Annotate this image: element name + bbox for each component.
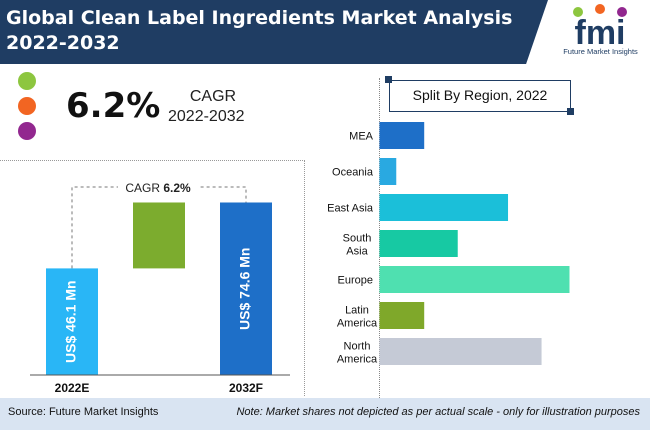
legend-dot-orange <box>18 97 36 115</box>
region-bar-north-america <box>379 338 542 365</box>
logo-dot-orange <box>595 4 605 14</box>
cagr-bracket-label-bg <box>118 177 198 197</box>
region-bar-east-asia <box>379 194 509 221</box>
region-bar-europe <box>379 266 570 293</box>
region-category-label: East Asia <box>327 203 374 215</box>
region-chart: MEA Oceania East Asia South Asia Europe Latin A… <box>327 122 570 366</box>
region-bar-mea <box>379 122 425 149</box>
region-category-label: Oceania <box>332 167 374 179</box>
title-box-corner <box>567 108 574 115</box>
logo-wordmark: fmi <box>575 14 626 52</box>
section-divider-vertical <box>304 160 305 396</box>
region-bar-south-asia <box>379 230 458 257</box>
growth-chart: CAGR 6.2% US$ 46.1 Mn 2022E US$ 74.6 Mn 2032… <box>30 177 290 395</box>
section-divider <box>0 160 305 161</box>
title-box-corner <box>385 76 392 83</box>
legend-dot-green <box>18 72 36 90</box>
footer-source: Source: Future Market Insights <box>8 406 159 418</box>
region-category-label: North America <box>337 341 378 366</box>
logo-dot-green <box>573 7 583 17</box>
logo-dot-purple <box>617 7 627 17</box>
region-bar-oceania <box>379 158 397 185</box>
cagr-period: 2022-2032 <box>168 108 245 125</box>
footer: Source: Future Market Insights Note: Mar… <box>0 398 650 430</box>
region-category-label: Latin America <box>337 305 378 330</box>
region-category-label: Europe <box>338 275 373 287</box>
cagr-label: CAGR <box>189 88 237 105</box>
growth-bar-value-label: US$ 74.6 Mn <box>237 248 253 330</box>
cagr-bracket-label: CAGR 6.2% <box>125 181 191 195</box>
growth-bar-value-label: US$ 46.1 Mn <box>63 280 79 362</box>
title-banner <box>0 0 548 64</box>
legend-dot-purple <box>18 122 36 140</box>
growth-category-label: 2032F <box>229 381 263 395</box>
growth-bar-2022E <box>46 268 98 375</box>
page-title: Global Clean Label Ingredients Market An… <box>6 7 513 54</box>
region-chart-title: Split By Region, 2022 <box>389 80 571 112</box>
logo-subtitle: Future Market Insights <box>563 47 638 56</box>
header: Global Clean Label Ingredients Market An… <box>0 0 650 64</box>
footer-note: Note: Market shares not depicted as per … <box>236 406 640 418</box>
fmi-logo: fmi <box>573 4 627 52</box>
region-category-label: MEA <box>349 131 374 143</box>
cagr-value: 6.2% <box>66 86 161 126</box>
growth-bar-2032F <box>220 202 272 375</box>
region-bar-latin-america <box>379 302 425 329</box>
growth-category-label: 2022E <box>55 381 90 395</box>
growth-increment-block <box>133 202 185 269</box>
region-category-label: South Asia <box>343 233 372 258</box>
